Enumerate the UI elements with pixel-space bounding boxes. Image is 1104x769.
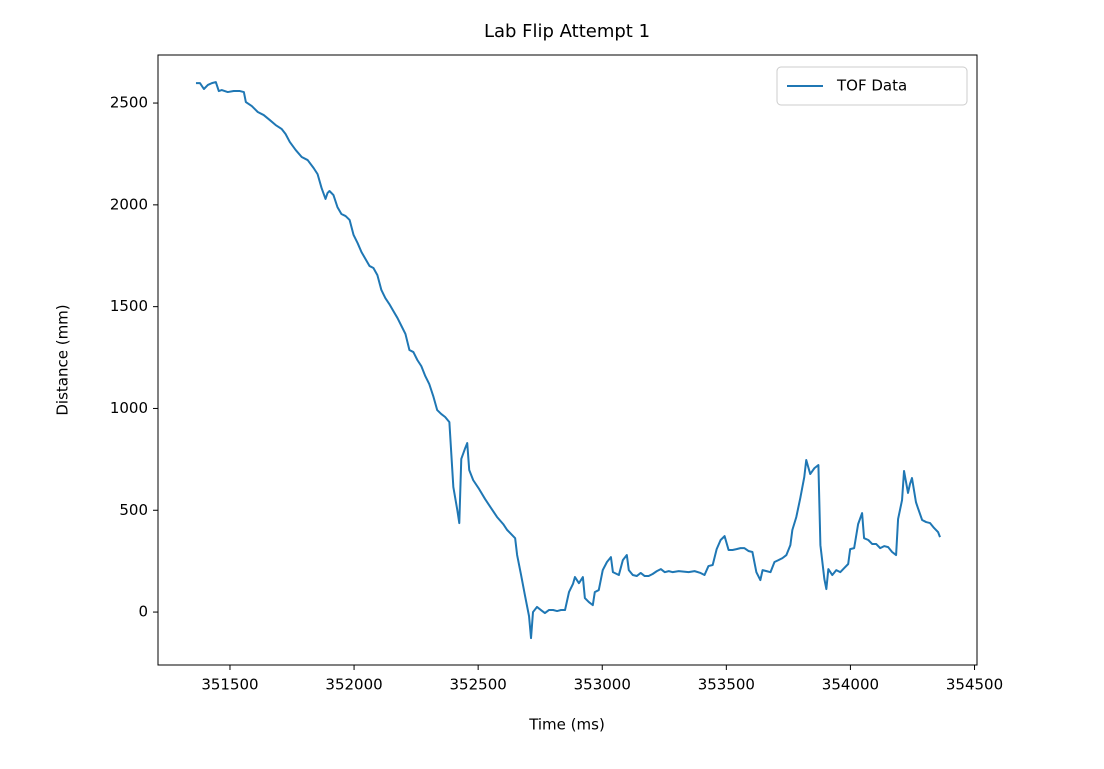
y-tick-label: 1500 — [110, 297, 148, 315]
y-tick-label: 2500 — [110, 94, 148, 112]
legend-box — [776, 66, 968, 106]
y-tick-label: 1000 — [110, 399, 148, 417]
x-tick-label: 351500 — [201, 676, 258, 694]
x-tick-label: 352500 — [450, 676, 507, 694]
y-tick-label: 500 — [119, 501, 148, 519]
x-tick-label: 353000 — [574, 676, 631, 694]
axes-frame — [157, 54, 978, 666]
y-tick-label: 2000 — [110, 195, 148, 213]
x-tick-label: 353500 — [698, 676, 755, 694]
legend-label: TOF Data — [836, 77, 907, 95]
y-tick-label: 0 — [138, 603, 148, 621]
x-tick-label: 354000 — [822, 676, 879, 694]
data-line — [195, 81, 941, 640]
x-tick-label: 354500 — [946, 676, 1003, 694]
x-tick-label: 352000 — [325, 676, 382, 694]
y-axis-label: Distance (mm) — [54, 304, 72, 415]
x-axis-label: Time (ms) — [528, 716, 605, 734]
chart-title: Lab Flip Attempt 1 — [484, 21, 650, 42]
